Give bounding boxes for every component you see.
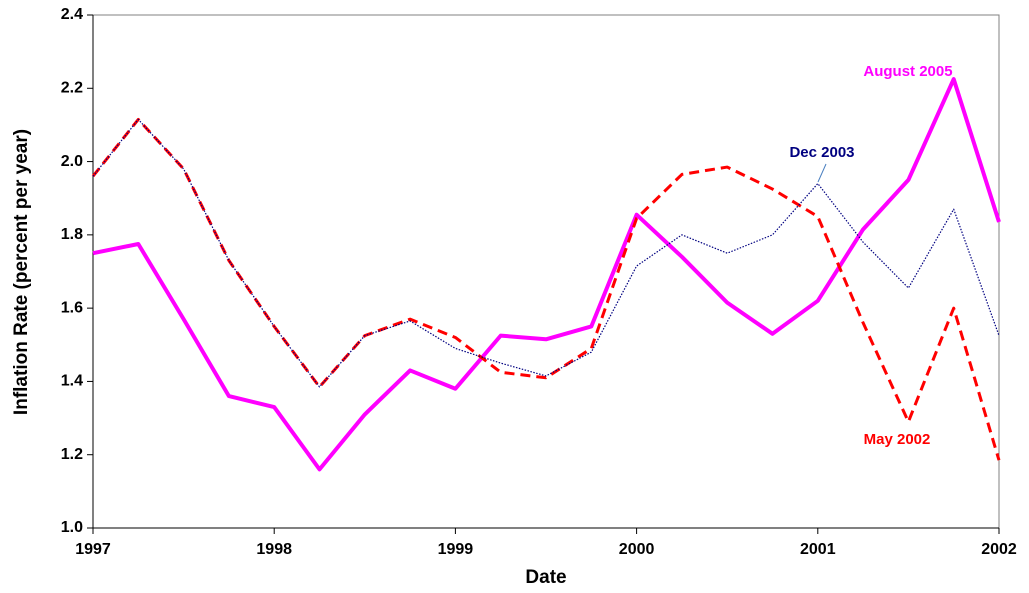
y-tick-label: 1.8 xyxy=(61,226,83,243)
y-tick-label: 1.0 xyxy=(61,519,83,536)
series-line xyxy=(92,118,1000,388)
y-tick-label: 2.0 xyxy=(61,153,83,170)
series-label: May 2002 xyxy=(864,431,931,448)
x-tick-label: 2000 xyxy=(619,541,655,558)
x-tick-label: 1997 xyxy=(75,541,111,558)
y-tick-label: 2.2 xyxy=(61,80,83,97)
x-tick-label: 2002 xyxy=(981,541,1017,558)
leader-line xyxy=(817,163,827,183)
y-tick-label: 1.4 xyxy=(61,373,83,390)
y-tick-label: 1.2 xyxy=(61,446,83,463)
x-tick-label: 1999 xyxy=(438,541,474,558)
plot-frame xyxy=(92,14,1000,529)
series-label: Dec 2003 xyxy=(789,144,854,161)
y-tick-label: 1.6 xyxy=(61,299,83,316)
series-label: August 2005 xyxy=(863,63,952,80)
series-line xyxy=(91,117,1001,461)
x-tick-label: 2001 xyxy=(800,541,836,558)
series-line xyxy=(92,77,1001,472)
y-tick-label: 2.4 xyxy=(61,6,83,23)
x-tick-label: 1998 xyxy=(256,541,292,558)
y-axis-title: Inflation Rate (percent per year) xyxy=(11,129,32,415)
x-axis-title: Date xyxy=(525,567,566,588)
